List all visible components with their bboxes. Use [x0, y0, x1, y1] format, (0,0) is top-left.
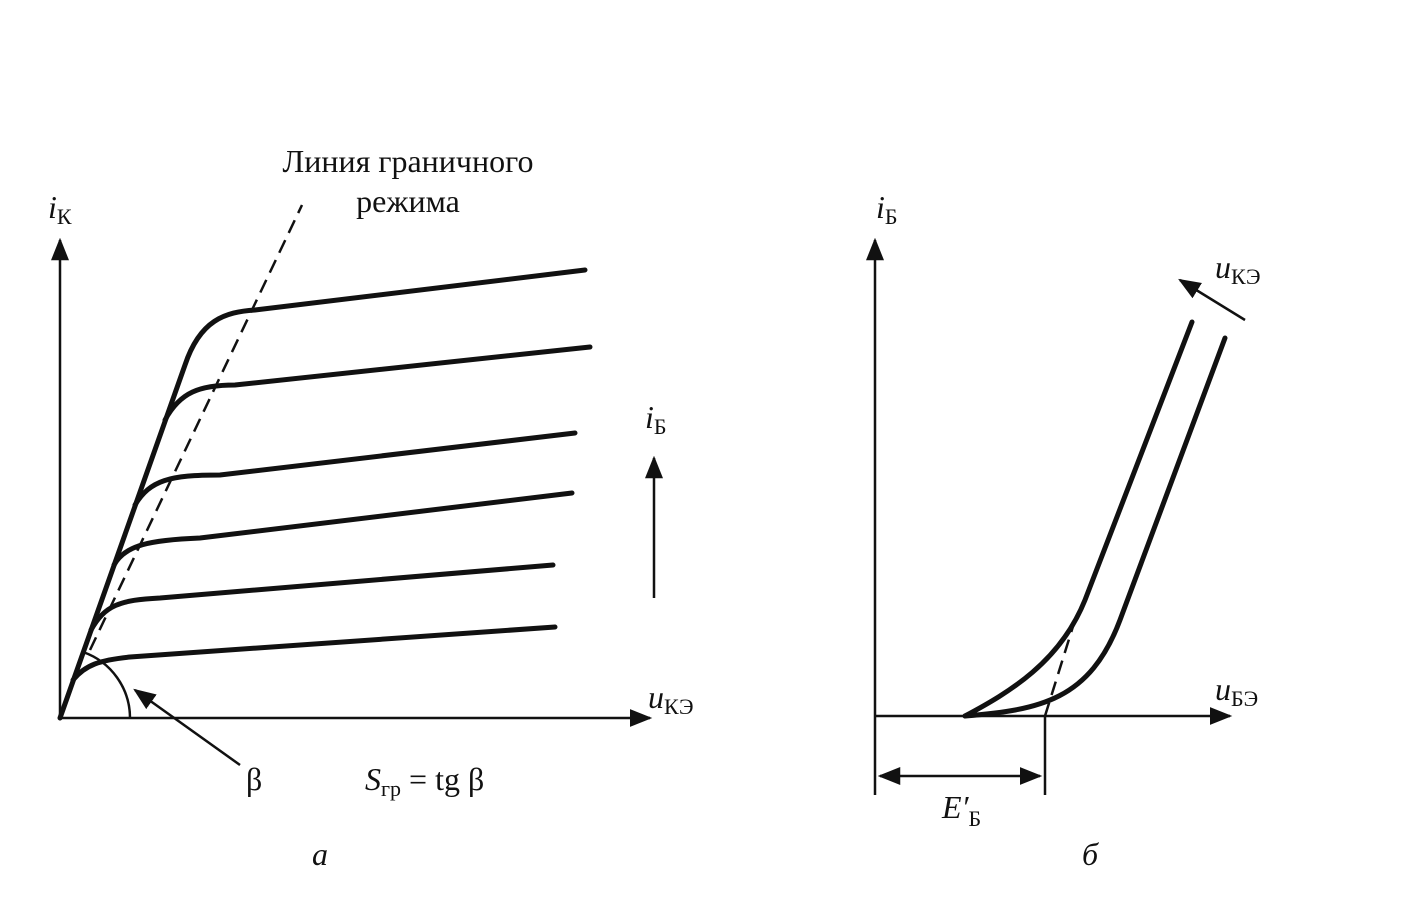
formula: Sгр = tg β [365, 761, 484, 801]
angle-pointer [133, 688, 241, 767]
boundary-line [88, 204, 304, 651]
caption: б [1082, 836, 1099, 872]
boundary-label: Линия граничного [283, 143, 534, 179]
left-panel: iК uКЭ Линия граничного режима iБ β Sгр =… [48, 143, 693, 872]
voltage-label: E′Б [941, 789, 981, 831]
y-axis-label: iК [48, 189, 72, 229]
curve [962, 335, 1228, 719]
y-axis-label: iБ [876, 189, 898, 229]
right-panel: iБ uБЭ uКЭ E′Б б [866, 189, 1260, 872]
curve [88, 562, 556, 633]
param-label: iБ [645, 399, 667, 439]
curve [111, 490, 575, 568]
angle-label: β [246, 761, 262, 797]
x-axis-label: uБЭ [1215, 671, 1258, 711]
param-arrow [1178, 278, 1246, 322]
curve [962, 319, 1195, 719]
caption: а [312, 836, 328, 872]
angle-arc [82, 650, 132, 719]
x-axis-label: uКЭ [648, 679, 693, 719]
tangent-line [1043, 619, 1077, 717]
curve [132, 430, 578, 508]
curve [162, 344, 593, 423]
param-label: uКЭ [1215, 249, 1260, 289]
curve [70, 624, 558, 683]
curve [57, 267, 588, 721]
boundary-label: режима [356, 183, 460, 219]
